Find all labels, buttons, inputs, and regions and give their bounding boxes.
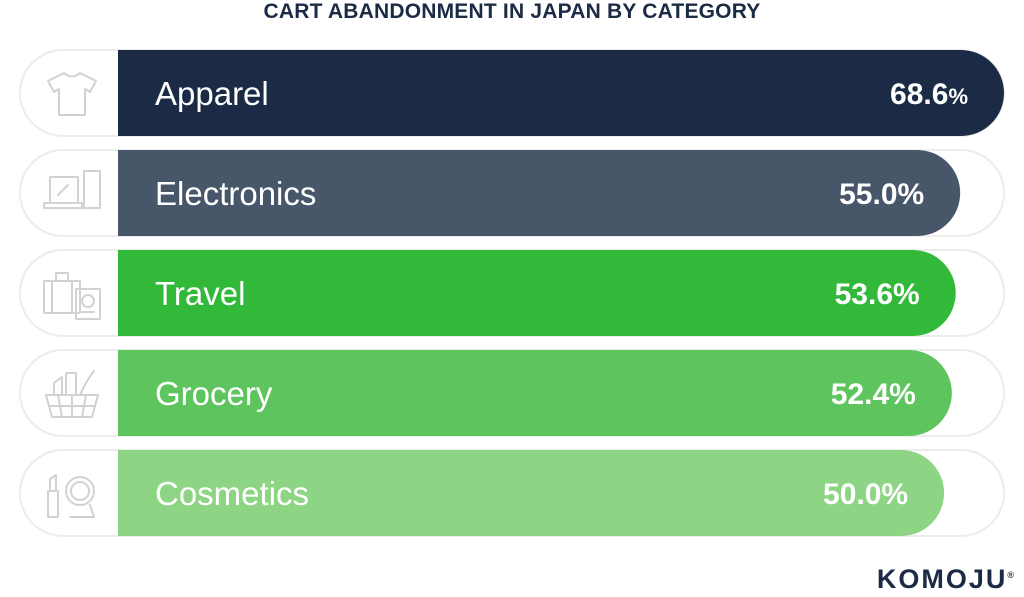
logo-text: KOMOJU [876, 564, 1008, 594]
suitcase-passport-icon [43, 272, 101, 320]
chart-row-grocery: Grocery 52.4% [19, 349, 1005, 437]
data-value: 52.4 [831, 378, 890, 411]
category-label: Cosmetics [155, 475, 309, 512]
data-unit: % [881, 478, 908, 511]
data-value: 68.6 [890, 78, 948, 111]
cosmetics-icon [47, 474, 95, 518]
data-value: 55.0 [839, 178, 897, 211]
data-label: 53.6% [835, 278, 920, 311]
grocery-basket-icon [45, 370, 99, 418]
data-label: 50.0% [823, 478, 908, 511]
data-label: 68.6% [890, 78, 968, 111]
data-value: 50.0 [823, 478, 881, 511]
category-label: Apparel [155, 75, 269, 112]
data-unit: % [889, 378, 916, 411]
data-unit: % [898, 178, 925, 211]
chart-row-apparel: Apparel 68.6% [19, 49, 1005, 137]
bar-travel [118, 250, 956, 336]
data-unit: % [893, 278, 920, 311]
bar-apparel [118, 50, 1004, 136]
chart-row-travel: Travel 53.6% [19, 249, 1005, 337]
category-label: Electronics [155, 175, 316, 212]
t-shirt-icon [47, 72, 97, 116]
laptop-phone-icon [43, 170, 101, 209]
data-label: 52.4% [831, 378, 916, 411]
category-label: Grocery [155, 375, 273, 412]
data-label: 55.0% [839, 178, 924, 211]
chart-title: CART ABANDONMENT IN JAPAN BY CATEGORY [263, 0, 761, 23]
logo-mark: ® [1007, 570, 1014, 580]
komoju-logo: KOMOJU® [876, 557, 1014, 594]
bar-grocery [118, 350, 952, 436]
chart-row-cosmetics: Cosmetics 50.0% [19, 449, 1005, 537]
bar-cosmetics [118, 450, 945, 536]
chart-row-electronics: Electronics 55.0% [19, 149, 1005, 237]
data-unit: % [948, 84, 968, 109]
data-value: 53.6 [835, 278, 893, 311]
bar-electronics [118, 150, 961, 236]
category-label: Travel [155, 275, 245, 312]
